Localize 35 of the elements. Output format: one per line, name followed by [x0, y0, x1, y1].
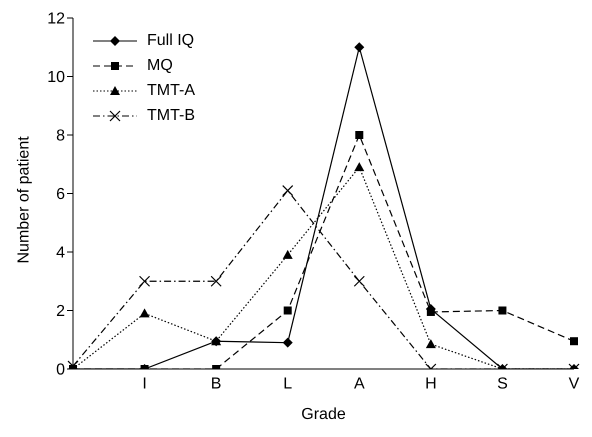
x-tick-label: S — [497, 375, 508, 392]
y-tick-label: 10 — [47, 69, 66, 86]
x-tick-label: L — [283, 375, 292, 392]
point — [140, 308, 150, 318]
x-tick-label: V — [568, 375, 580, 392]
y-tick-label: 4 — [56, 244, 66, 262]
point — [354, 42, 364, 52]
legend-label: TMT-A — [147, 82, 195, 100]
point — [138, 276, 150, 287]
point — [210, 276, 222, 287]
y-axis-title: Number of patient — [16, 136, 33, 264]
legend-label: TMT-B — [147, 106, 195, 124]
x-tick-label: B — [210, 375, 222, 392]
point — [282, 184, 294, 196]
y-tick-label: 2 — [56, 303, 66, 320]
y-tick-label: 0 — [56, 362, 66, 379]
point — [426, 339, 436, 348]
y-tick-label: 12 — [47, 10, 66, 28]
point — [355, 131, 364, 139]
point — [284, 306, 292, 314]
x-tick-label: H — [425, 375, 437, 392]
legend-label: Full IQ — [147, 32, 194, 50]
y-tick-label: 8 — [56, 128, 66, 145]
point — [354, 162, 364, 172]
x-tick-label: I — [142, 375, 147, 392]
point — [570, 337, 578, 346]
x-tick-label: A — [354, 375, 365, 392]
point — [498, 306, 506, 314]
point — [426, 308, 435, 316]
legend-label: MQ — [147, 56, 173, 74]
point — [354, 276, 365, 287]
y-tick-label: 6 — [56, 186, 66, 204]
point — [282, 250, 293, 259]
point — [282, 338, 293, 348]
x-axis-title: Grade — [301, 406, 346, 423]
